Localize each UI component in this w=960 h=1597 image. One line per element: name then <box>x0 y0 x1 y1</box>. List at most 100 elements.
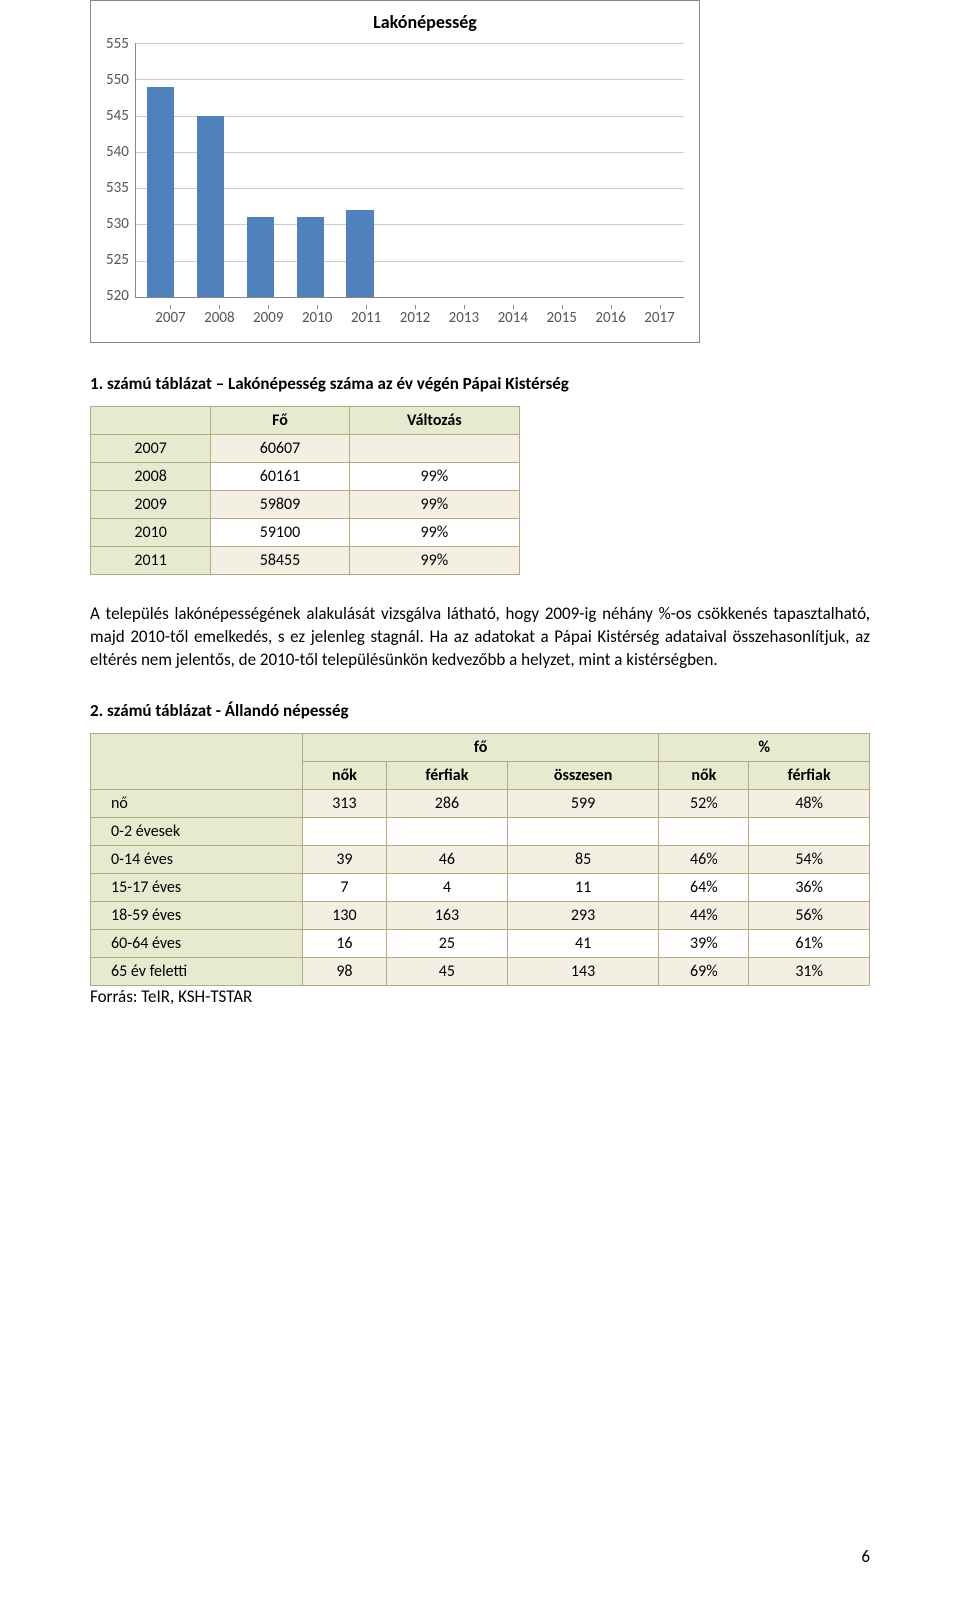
table-cell: 286 <box>387 789 508 817</box>
table-cell: 130 <box>302 901 386 929</box>
table-cell: 293 <box>507 901 659 929</box>
table-cell: 2010 <box>91 519 211 547</box>
bar-slot <box>335 43 385 297</box>
chart-title: Lakónépesség <box>166 11 684 33</box>
table-cell: 2011 <box>91 547 211 575</box>
table2-heading: 2. számú táblázat - Állandó népesség <box>90 700 870 721</box>
table-cell: 46% <box>659 845 749 873</box>
page-number: 6 <box>861 1546 870 1567</box>
row-label: 0-2 évesek <box>91 817 303 845</box>
table2-top-header-row: fő % <box>91 733 870 761</box>
y-tick: 540 <box>106 143 129 161</box>
table-cell: 58455 <box>211 547 349 575</box>
table2-sub-ferfiak2: férfiak <box>749 761 870 789</box>
y-tick: 530 <box>106 215 129 233</box>
table-cell: 143 <box>507 957 659 985</box>
y-tick: 525 <box>106 251 129 269</box>
table-cell: 56% <box>749 901 870 929</box>
row-label: 0-14 éves <box>91 845 303 873</box>
bar <box>197 116 224 297</box>
table-cell: 16 <box>302 929 386 957</box>
table-cell: 59100 <box>211 519 349 547</box>
chart-plot <box>135 43 684 298</box>
table-cell <box>507 817 659 845</box>
y-tick: 550 <box>106 71 129 89</box>
table-cell: 7 <box>302 873 386 901</box>
row-label: 15-17 éves <box>91 873 303 901</box>
table-cell <box>302 817 386 845</box>
population-chart: Lakónépesség 555 550 545 540 535 530 525 520 20… <box>90 0 700 343</box>
table-row: 15-17 éves741164%36% <box>91 873 870 901</box>
table-row: 20095980999% <box>91 491 520 519</box>
x-tick: 2015 <box>537 309 586 327</box>
bar-slot <box>385 43 435 297</box>
x-tick: 2008 <box>195 309 244 327</box>
y-tick: 520 <box>106 287 129 305</box>
table-cell: 85 <box>507 845 659 873</box>
source-line: Forrás: TeIR, KSH-TSTAR <box>90 986 870 1007</box>
table-cell: 60607 <box>211 435 349 463</box>
x-tick: 2017 <box>635 309 684 327</box>
table-cell: 45 <box>387 957 508 985</box>
y-tick: 555 <box>106 35 129 53</box>
table-cell: 60161 <box>211 463 349 491</box>
table-cell: 31% <box>749 957 870 985</box>
bar-slot <box>136 43 186 297</box>
table-cell: 39% <box>659 929 749 957</box>
x-tick: 2010 <box>293 309 342 327</box>
table2-top-fo: fő <box>302 733 659 761</box>
table-cell: 99% <box>349 463 519 491</box>
table1-header-valtozas: Változás <box>349 407 519 435</box>
table-cell <box>387 817 508 845</box>
table-cell: 61% <box>749 929 870 957</box>
bar <box>247 217 274 297</box>
table-cell: 36% <box>749 873 870 901</box>
y-tick: 535 <box>106 179 129 197</box>
table-cell: 39 <box>302 845 386 873</box>
table-row: 0-14 éves39468546%54% <box>91 845 870 873</box>
x-tick: 2012 <box>391 309 440 327</box>
table2-sub-osszesen: összesen <box>507 761 659 789</box>
table2-top-pct: % <box>659 733 870 761</box>
row-label: 60-64 éves <box>91 929 303 957</box>
table-cell: 98 <box>302 957 386 985</box>
table-cell: 41 <box>507 929 659 957</box>
chart-body: 555550545540535530525520 <box>106 43 684 305</box>
table2-sub-nok2: nők <box>659 761 749 789</box>
table-cell <box>349 435 519 463</box>
table-row: 60-64 éves16254139%61% <box>91 929 870 957</box>
table-cell: 99% <box>349 547 519 575</box>
bar-slot <box>285 43 335 297</box>
page: Lakónépesség 555 550 545 540 535 530 525 520 20… <box>0 0 960 1597</box>
table-cell: 52% <box>659 789 749 817</box>
table-cell: 4 <box>387 873 508 901</box>
table-cell: 599 <box>507 789 659 817</box>
table-cell: 44% <box>659 901 749 929</box>
table-cell: 313 <box>302 789 386 817</box>
table-cell: 64% <box>659 873 749 901</box>
bar-slot <box>485 43 535 297</box>
y-axis: 555 550 545 540 535 530 525 520 <box>106 35 135 305</box>
x-tick: 2007 <box>146 309 195 327</box>
bar-slot <box>534 43 584 297</box>
table-row: 0-2 évesek <box>91 817 870 845</box>
table-cell: 2008 <box>91 463 211 491</box>
table1-header-fo: Fő <box>211 407 349 435</box>
table-row: 20086016199% <box>91 463 520 491</box>
table1-header-row: Fő Változás <box>91 407 520 435</box>
table-cell: 2009 <box>91 491 211 519</box>
table-cell: 163 <box>387 901 508 929</box>
table1-header-blank <box>91 407 211 435</box>
y-tick: 545 <box>106 107 129 125</box>
table-row: 20105910099% <box>91 519 520 547</box>
table-cell: 11 <box>507 873 659 901</box>
bar-slot <box>584 43 634 297</box>
bar <box>147 87 174 297</box>
table-cell: 46 <box>387 845 508 873</box>
row-label: 65 év feletti <box>91 957 303 985</box>
bar-slot <box>186 43 236 297</box>
table-row: 200760607 <box>91 435 520 463</box>
table-cell: 99% <box>349 491 519 519</box>
table-cell: 99% <box>349 519 519 547</box>
x-tick: 2009 <box>244 309 293 327</box>
